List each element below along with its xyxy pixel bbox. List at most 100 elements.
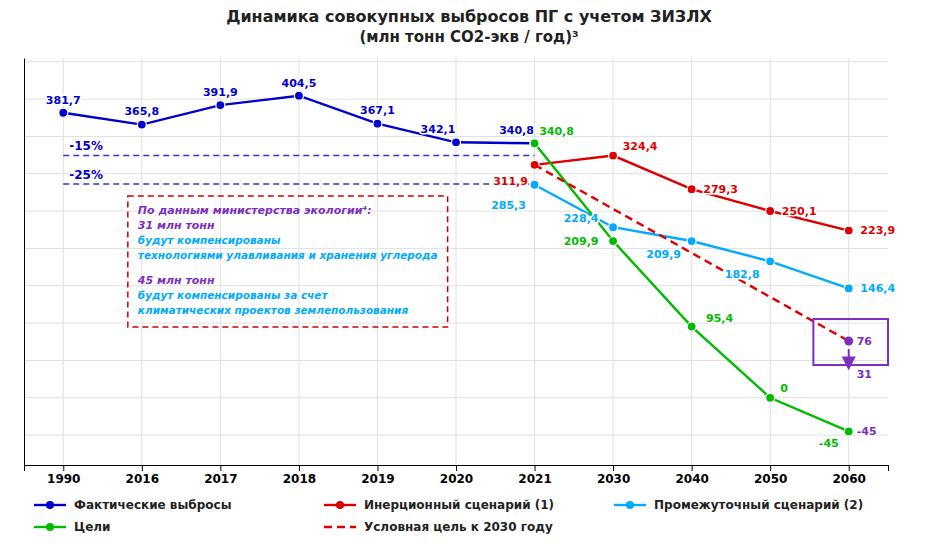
x-axis: 1990 2016 2017 2018 2019 2020 2021 2030 2040 2050…: [25, 465, 889, 486]
y-axis-line: [24, 59, 25, 466]
x-axis-line: [25, 466, 889, 472]
annotation: 31: [857, 368, 872, 381]
data-label: 228,4: [564, 212, 599, 225]
annotation-frame: [813, 319, 888, 365]
annotation: климатических проектов землепользования: [138, 304, 409, 316]
x-tick-label: 2040: [675, 472, 708, 486]
series-point: [294, 91, 303, 100]
legend-swatch-marker: [626, 501, 634, 509]
series-point: [844, 284, 853, 293]
data-label: 209,9: [564, 235, 599, 248]
x-tick: 2019: [361, 465, 394, 486]
data-label: 209,9: [646, 248, 681, 261]
reference-label: -25%: [69, 168, 103, 182]
x-tick-mark: [849, 465, 850, 471]
annotation: будут компенсированы за счет: [138, 289, 329, 301]
data-label: 95,4: [706, 312, 733, 325]
y-axis: [24, 59, 26, 466]
grid-line: [691, 58, 692, 465]
x-tick-mark: [220, 465, 221, 471]
legend-label: Условная цель к 2030 году: [364, 520, 553, 534]
x-tick-label: 2021: [518, 472, 551, 486]
data-label: 146,4: [860, 282, 895, 295]
grid-line: [613, 58, 614, 465]
grid-line: [848, 58, 849, 465]
x-tick: 2016: [126, 465, 159, 486]
data-label: 340,8: [539, 125, 574, 138]
series-point: [609, 237, 618, 246]
data-label: 285,3: [491, 199, 526, 212]
series-point: [530, 139, 539, 148]
data-label: 223,9: [860, 224, 895, 237]
legend: Фактические выбросы Инерционный сценарий …: [34, 498, 863, 534]
x-tick-label: 1990: [47, 472, 80, 486]
series-point: [609, 223, 618, 232]
annotation: 76: [857, 335, 873, 348]
data-label: 0: [780, 382, 788, 395]
data-label: 311,9: [493, 175, 528, 188]
chart-root: Динамика совокупных выбросов ПГ с учетом…: [0, 0, 938, 547]
x-tick-label: 2018: [283, 472, 316, 486]
series-point: [59, 108, 68, 117]
x-tick-mark: [692, 465, 693, 471]
x-tick-mark: [63, 465, 64, 471]
x-tick-mark: [299, 465, 300, 471]
chart-svg: Динамика совокупных выбросов ПГ с учетом…: [0, 0, 938, 547]
series-point: [766, 393, 775, 402]
data-label: 365,8: [124, 105, 159, 118]
series-point: [609, 151, 618, 160]
reference-line: [63, 155, 534, 156]
grid-line: [220, 58, 221, 465]
legend-label: Промежуточный сценарий (2): [654, 498, 863, 512]
series-point: [373, 119, 382, 128]
series-point: [687, 185, 696, 194]
reference-line: [63, 183, 534, 184]
x-tick-mark: [613, 465, 614, 471]
annotation-frame: [128, 196, 448, 327]
grid-line: [534, 58, 535, 465]
data-label: 340,8: [499, 124, 534, 137]
legend-item: Промежуточный сценарий (2): [614, 498, 863, 512]
x-tick-label: 2020: [440, 472, 473, 486]
x-tick: 2030: [597, 465, 630, 486]
series-line: [535, 165, 849, 341]
series-point: [687, 322, 696, 331]
x-tick: 2050: [754, 465, 787, 486]
x-tick-label: 2019: [361, 472, 394, 486]
data-label: 342,1: [421, 123, 456, 136]
legend-swatch-marker: [336, 501, 344, 509]
annotation-arrow: [848, 349, 850, 368]
x-tick: 1990: [47, 465, 80, 486]
legend-label: Инерционный сценарий (1): [364, 498, 554, 512]
title: Динамика совокупных выбросов ПГ с учетом…: [226, 7, 712, 26]
x-tick-mark: [142, 465, 143, 471]
data-label: 391,9: [203, 86, 238, 99]
annotation: 31 млн тонн: [138, 219, 215, 232]
x-tick-label: 2060: [833, 472, 866, 486]
data-label: 182,8: [725, 268, 760, 281]
legend-item: Условная цель к 2030 году: [324, 520, 553, 534]
annotation: технологиями улавливания и хранения угле…: [138, 249, 438, 261]
x-tick: 2017: [204, 465, 237, 486]
x-tick: 2020: [440, 465, 473, 486]
plot: 1990 2016 2017 2018 2019 2020 2021 2030 2040 2050…: [24, 58, 895, 486]
grid-line: [141, 58, 142, 465]
annotation-point: [844, 337, 853, 346]
series-point: [766, 257, 775, 266]
legend-label: Фактические выбросы: [74, 498, 232, 512]
data-label: -45: [819, 437, 839, 450]
series-line: [63, 96, 534, 144]
series-line: [535, 156, 849, 231]
data-label: 381,7: [46, 94, 81, 107]
legend-item: Цели: [34, 520, 110, 534]
x-tick-mark: [456, 465, 457, 471]
x-tick-mark: [770, 465, 771, 471]
legend-item: Фактические выбросы: [34, 498, 232, 512]
grid-line: [298, 58, 299, 465]
legend-swatch-marker: [46, 501, 54, 509]
texts: -15%-25%381,7365,8391,9404,5367,1342,134…: [46, 77, 896, 451]
series-point: [530, 139, 539, 148]
annotation: -45: [857, 425, 877, 438]
data-label: 404,5: [282, 77, 317, 90]
series-point: [844, 427, 853, 436]
